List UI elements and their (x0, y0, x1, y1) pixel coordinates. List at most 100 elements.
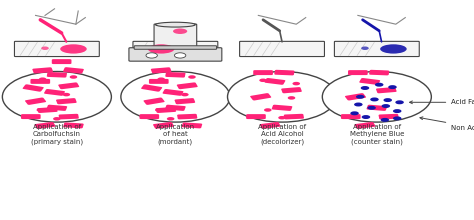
FancyBboxPatch shape (281, 87, 302, 93)
FancyBboxPatch shape (21, 114, 41, 119)
FancyBboxPatch shape (153, 122, 174, 129)
FancyBboxPatch shape (141, 84, 162, 92)
FancyBboxPatch shape (355, 122, 375, 129)
FancyBboxPatch shape (63, 67, 84, 74)
FancyBboxPatch shape (46, 105, 67, 111)
Circle shape (157, 77, 165, 81)
Circle shape (393, 116, 401, 120)
Text: Acid Fast: Acid Fast (410, 99, 474, 105)
Text: Application of
Acid Alcohol
(decolorizer): Application of Acid Alcohol (decolorizer… (258, 124, 306, 145)
FancyBboxPatch shape (44, 89, 65, 96)
FancyBboxPatch shape (129, 48, 222, 61)
Circle shape (393, 109, 401, 113)
Circle shape (370, 97, 379, 101)
Circle shape (361, 86, 369, 90)
Circle shape (375, 83, 383, 87)
Circle shape (41, 46, 49, 50)
FancyBboxPatch shape (155, 107, 176, 113)
FancyBboxPatch shape (334, 41, 419, 57)
FancyBboxPatch shape (14, 41, 99, 57)
FancyBboxPatch shape (239, 41, 324, 57)
Circle shape (362, 115, 370, 119)
FancyBboxPatch shape (253, 70, 273, 75)
Text: Application
of heat
(mordant): Application of heat (mordant) (156, 124, 195, 145)
Circle shape (167, 117, 174, 121)
FancyBboxPatch shape (56, 98, 77, 104)
Circle shape (350, 111, 359, 115)
Circle shape (70, 75, 77, 79)
FancyBboxPatch shape (47, 72, 67, 78)
FancyBboxPatch shape (379, 114, 399, 119)
FancyBboxPatch shape (30, 79, 50, 84)
FancyBboxPatch shape (341, 114, 361, 119)
FancyBboxPatch shape (133, 41, 218, 57)
FancyBboxPatch shape (139, 114, 159, 119)
FancyBboxPatch shape (32, 67, 53, 73)
Circle shape (181, 93, 189, 96)
Circle shape (382, 104, 390, 108)
Circle shape (354, 103, 363, 106)
FancyBboxPatch shape (37, 107, 58, 113)
FancyBboxPatch shape (348, 70, 368, 75)
Circle shape (367, 106, 376, 110)
FancyBboxPatch shape (52, 59, 72, 64)
Text: Non Acid Fast: Non Acid Fast (420, 117, 474, 131)
FancyBboxPatch shape (345, 93, 366, 101)
FancyBboxPatch shape (58, 82, 79, 89)
FancyBboxPatch shape (134, 46, 217, 49)
FancyBboxPatch shape (25, 97, 46, 105)
Circle shape (292, 82, 300, 85)
Text: Application of
Carbolfuchsin
(primary stain): Application of Carbolfuchsin (primary st… (31, 124, 83, 145)
FancyBboxPatch shape (151, 67, 172, 73)
FancyBboxPatch shape (274, 70, 294, 75)
Text: Application of
Methylene Blue
(counter stain): Application of Methylene Blue (counter s… (350, 124, 404, 145)
FancyBboxPatch shape (23, 84, 44, 92)
FancyBboxPatch shape (264, 78, 285, 85)
FancyBboxPatch shape (272, 105, 292, 111)
FancyBboxPatch shape (366, 105, 387, 111)
Circle shape (63, 93, 70, 96)
Circle shape (36, 108, 44, 112)
FancyBboxPatch shape (359, 78, 380, 85)
FancyBboxPatch shape (177, 82, 198, 89)
FancyBboxPatch shape (284, 114, 304, 119)
Circle shape (259, 79, 267, 82)
Circle shape (278, 116, 286, 119)
FancyBboxPatch shape (182, 122, 202, 128)
Circle shape (39, 77, 46, 81)
FancyBboxPatch shape (260, 122, 281, 129)
FancyBboxPatch shape (35, 122, 55, 129)
FancyBboxPatch shape (177, 114, 197, 119)
FancyBboxPatch shape (250, 93, 271, 101)
Circle shape (383, 98, 392, 102)
FancyBboxPatch shape (369, 70, 389, 75)
Circle shape (388, 85, 397, 89)
FancyBboxPatch shape (59, 114, 79, 119)
Circle shape (395, 100, 404, 104)
Circle shape (188, 75, 196, 79)
FancyBboxPatch shape (63, 122, 84, 128)
Ellipse shape (60, 44, 87, 54)
Circle shape (264, 108, 272, 112)
FancyBboxPatch shape (165, 105, 186, 111)
FancyBboxPatch shape (174, 98, 195, 104)
FancyBboxPatch shape (163, 89, 183, 96)
FancyBboxPatch shape (154, 24, 197, 47)
FancyBboxPatch shape (165, 72, 185, 78)
Ellipse shape (173, 28, 187, 34)
FancyBboxPatch shape (144, 97, 164, 105)
Circle shape (322, 72, 431, 122)
Ellipse shape (155, 22, 195, 27)
FancyBboxPatch shape (376, 87, 397, 93)
FancyBboxPatch shape (149, 79, 169, 84)
Circle shape (174, 53, 186, 58)
FancyBboxPatch shape (246, 114, 266, 119)
Circle shape (121, 72, 230, 122)
Circle shape (155, 108, 163, 112)
Circle shape (356, 95, 365, 99)
Circle shape (2, 72, 111, 122)
Ellipse shape (148, 44, 174, 54)
Ellipse shape (380, 44, 407, 54)
Circle shape (228, 72, 337, 122)
Circle shape (146, 53, 157, 58)
